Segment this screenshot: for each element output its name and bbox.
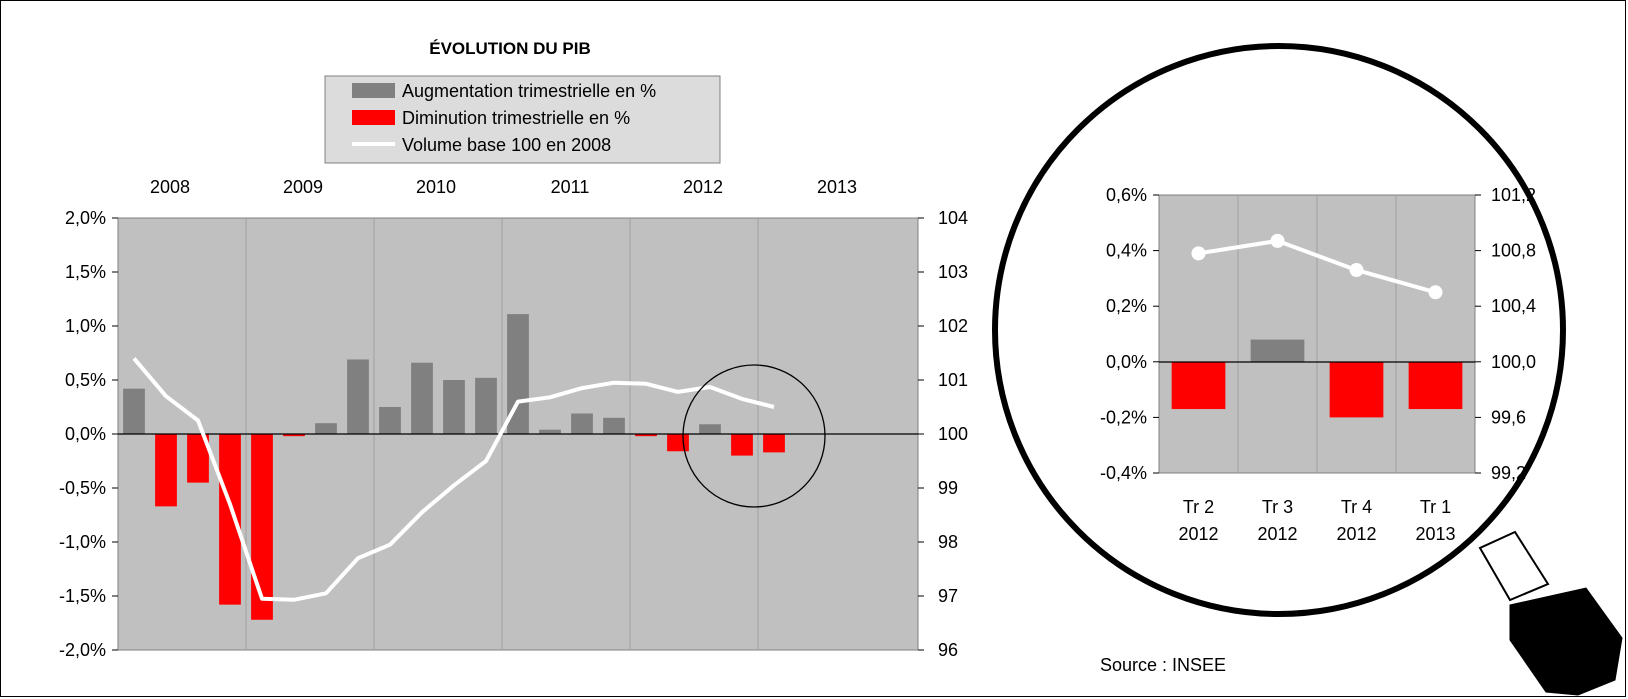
year-label-2011: 2011 bbox=[551, 177, 590, 197]
source-label: Source : INSEE bbox=[1100, 655, 1226, 675]
increase-bar bbox=[411, 362, 433, 434]
inset-left-axis: 0,6% 0,4% 0,2% 0,0% -0,2% -0,4% bbox=[1100, 185, 1159, 483]
inset-decrease-bar bbox=[1171, 361, 1226, 410]
decrease-bar bbox=[731, 434, 753, 456]
main-bars bbox=[123, 314, 785, 620]
inset-category-labels: Tr 2 2012 Tr 3 2012 Tr 4 2012 Tr 1 2013 bbox=[1178, 497, 1455, 544]
main-zoom-circle bbox=[682, 364, 826, 508]
right-tick-label: 104 bbox=[938, 208, 968, 228]
inset-volume-point bbox=[1349, 263, 1364, 278]
inset-category-label: 2012 bbox=[1178, 524, 1218, 544]
inset-right-tick-label: 99,6 bbox=[1491, 407, 1526, 427]
increase-bar bbox=[443, 380, 465, 434]
inset-right-axis: 101,2 100,8 100,4 100,0 99,6 99,2 bbox=[1475, 185, 1536, 483]
legend-label-decrease: Diminution trimestrielle en % bbox=[402, 108, 630, 128]
inset-left-tick-label: 0,2% bbox=[1106, 296, 1147, 316]
decrease-bar bbox=[219, 434, 241, 605]
inset-left-tick-label: 0,4% bbox=[1106, 241, 1147, 261]
increase-bar bbox=[571, 413, 593, 434]
main-right-axis: 104 103 102 101 100 99 98 97 96 bbox=[918, 208, 968, 660]
main-left-axis: 2,0% 1,5% 1,0% 0,5% 0,0% -0,5% -1,0% -1,5% -2,0% bbox=[59, 208, 118, 660]
left-tick-label: -0,5% bbox=[59, 478, 106, 498]
decrease-bar bbox=[635, 434, 657, 437]
decrease-bar bbox=[155, 434, 177, 507]
left-tick-label: 0,5% bbox=[65, 370, 106, 390]
right-tick-label: 101 bbox=[938, 370, 968, 390]
inset-right-tick-label: 100,8 bbox=[1491, 241, 1536, 261]
inset-decrease-bar bbox=[1408, 361, 1463, 410]
legend-label-increase: Augmentation trimestrielle en % bbox=[402, 81, 656, 101]
legend: Augmentation trimestrielle en % Diminuti… bbox=[324, 75, 721, 164]
inset-category-label: 2013 bbox=[1415, 524, 1455, 544]
inset-volume-point bbox=[1191, 246, 1206, 261]
inset-volume-points bbox=[1191, 233, 1443, 300]
legend-swatch-decrease bbox=[352, 110, 395, 125]
right-tick-label: 102 bbox=[938, 316, 968, 336]
increase-bar bbox=[699, 424, 721, 434]
decrease-bar bbox=[763, 434, 785, 453]
increase-bar bbox=[347, 359, 369, 434]
inset-left-tick-label: 0,6% bbox=[1106, 185, 1147, 205]
left-tick-label: -1,0% bbox=[59, 532, 106, 552]
inset-volume-point bbox=[1270, 233, 1285, 248]
left-tick-label: 1,0% bbox=[65, 316, 106, 336]
decrease-bar bbox=[251, 434, 273, 620]
inset-category-label: 2012 bbox=[1257, 524, 1297, 544]
year-label-2013: 2013 bbox=[817, 177, 857, 197]
left-tick-label: 0,0% bbox=[65, 424, 106, 444]
inset-left-tick-label: 0,0% bbox=[1106, 352, 1147, 372]
magnifier-handle-icon bbox=[1478, 530, 1623, 696]
right-tick-label: 98 bbox=[938, 532, 958, 552]
increase-bar bbox=[123, 388, 145, 434]
inset-left-tick-label: -0,2% bbox=[1100, 407, 1147, 427]
inset-right-tick-label: 100,0 bbox=[1491, 352, 1536, 372]
right-tick-label: 97 bbox=[938, 586, 958, 606]
inset-volume-point bbox=[1428, 285, 1443, 300]
increase-bar bbox=[379, 407, 401, 434]
inset-category-label: Tr 2 bbox=[1183, 497, 1214, 517]
decrease-bar bbox=[283, 434, 305, 437]
right-tick-label: 99 bbox=[938, 478, 958, 498]
right-tick-label: 96 bbox=[938, 640, 958, 660]
increase-bar bbox=[315, 423, 337, 434]
inset-gridlines bbox=[1237, 195, 1397, 473]
inset-right-tick-label: 101,2 bbox=[1491, 185, 1536, 205]
left-tick-label: -2,0% bbox=[59, 640, 106, 660]
inset-category-label: Tr 1 bbox=[1420, 497, 1451, 517]
inset-right-tick-label: 100,4 bbox=[1491, 296, 1536, 316]
increase-bar bbox=[475, 377, 497, 434]
increase-bar bbox=[507, 314, 529, 434]
inset-category-label: Tr 3 bbox=[1262, 497, 1293, 517]
year-label-2008: 2008 bbox=[150, 177, 190, 197]
inset-increase-bar bbox=[1250, 339, 1305, 362]
inset-category-label: Tr 4 bbox=[1341, 497, 1372, 517]
left-tick-label: -1,5% bbox=[59, 586, 106, 606]
legend-label-volume: Volume base 100 en 2008 bbox=[402, 135, 611, 155]
legend-swatch-increase bbox=[352, 83, 395, 98]
decrease-bar bbox=[187, 434, 209, 483]
left-tick-label: 1,5% bbox=[65, 262, 106, 282]
decrease-bar bbox=[667, 434, 689, 452]
inset-volume-line bbox=[1198, 238, 1437, 295]
main-volume-line bbox=[132, 357, 775, 602]
year-label-2010: 2010 bbox=[416, 177, 456, 197]
right-tick-label: 103 bbox=[938, 262, 968, 282]
year-label-2012: 2012 bbox=[683, 177, 723, 197]
left-tick-label: 2,0% bbox=[65, 208, 106, 228]
inset-category-label: 2012 bbox=[1336, 524, 1376, 544]
inset-left-tick-label: -0,4% bbox=[1100, 463, 1147, 483]
increase-bar bbox=[539, 429, 561, 434]
increase-bar bbox=[603, 417, 625, 434]
year-label-2009: 2009 bbox=[283, 177, 323, 197]
chart-title: ÉVOLUTION DU PIB bbox=[429, 39, 591, 58]
right-tick-label: 100 bbox=[938, 424, 968, 444]
inset-decrease-bar bbox=[1329, 361, 1384, 418]
inset-bars bbox=[1171, 339, 1463, 418]
inset-right-tick-label: 99,2 bbox=[1491, 463, 1526, 483]
